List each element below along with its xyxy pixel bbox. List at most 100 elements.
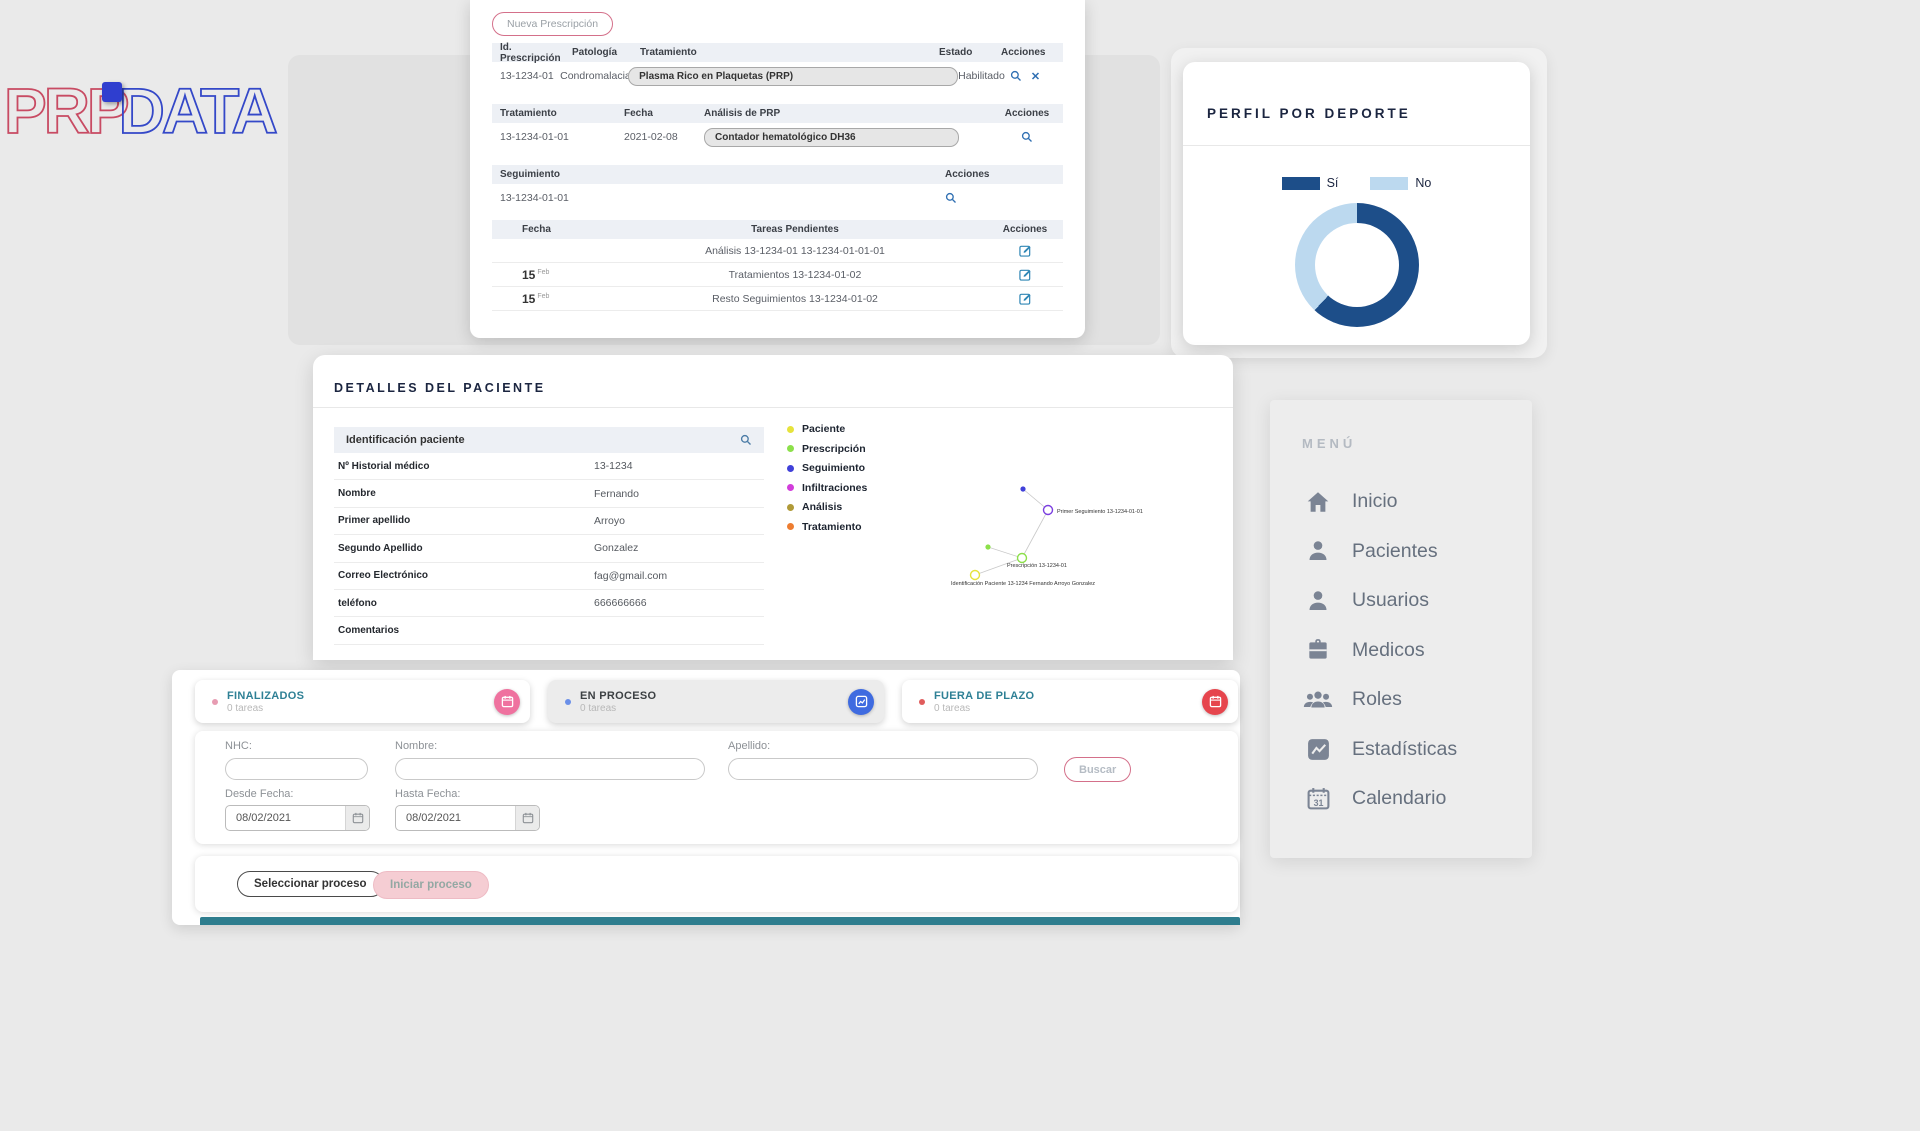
briefcase-icon (1302, 635, 1334, 665)
patient-fields: Identificación paciente Nº Historial méd… (334, 427, 764, 645)
divider (313, 407, 1233, 408)
calendar-icon[interactable] (345, 806, 369, 830)
status-count: 0 tareas (227, 702, 264, 714)
menu-item-roles[interactable]: Roles (1302, 675, 1532, 725)
col-header: Id. Prescripción (500, 41, 561, 64)
calendar-icon[interactable] (515, 806, 539, 830)
treatment-date: 2021-02-08 (624, 131, 678, 143)
menu-item-calendario[interactable]: 31 Calendario (1302, 774, 1532, 824)
donut-hole (1314, 223, 1399, 307)
edit-icon[interactable] (1018, 244, 1032, 257)
logo-data-text: DATA (118, 74, 279, 148)
chart-button[interactable] (848, 688, 874, 715)
calendar-day-number: 31 (1313, 798, 1323, 808)
status-dot (565, 698, 571, 705)
field-value: 13-1234 (594, 460, 633, 473)
field-value: Gonzalez (594, 542, 639, 555)
legend-item: Paciente (787, 423, 867, 435)
search-button[interactable]: Buscar (1064, 757, 1132, 782)
group-icon (1302, 685, 1334, 715)
start-process-button[interactable]: Iniciar proceso (373, 871, 489, 899)
nombre-input[interactable] (395, 758, 705, 780)
nombre-label: Nombre: (395, 740, 438, 752)
date-to-input[interactable] (396, 812, 515, 824)
divider (1183, 145, 1530, 146)
analysis-field[interactable]: Contador hematológico DH36 (704, 127, 959, 147)
person-icon (1302, 586, 1334, 616)
graph-label: Primer Seguimiento 13-1234-01-01 (1057, 509, 1143, 515)
status-title: EN PROCESO (580, 689, 657, 702)
select-process-button[interactable]: Seleccionar proceso (237, 871, 384, 897)
sport-profile-title: PERFIL POR DEPORTE (1207, 106, 1411, 121)
legend-dot (787, 503, 794, 511)
patient-id-header: Identificación paciente (334, 427, 764, 453)
prescription-table-header: Id. Prescripción Patología Tratamiento E… (492, 41, 1063, 64)
teal-footer-bar (200, 917, 1240, 925)
menu-item-label: Estadísticas (1352, 737, 1458, 760)
new-prescription-button[interactable]: Nueva Prescripción (492, 12, 614, 36)
field-value: 666666666 (594, 597, 647, 610)
followup-table-header: Seguimiento Acciones (492, 165, 1063, 184)
menu-item-label: Pacientes (1352, 539, 1438, 562)
menu-item-usuarios[interactable]: Usuarios (1302, 576, 1532, 626)
status-card-fuera-de-plazo[interactable]: FUERA DE PLAZO 0 tareas (902, 680, 1238, 723)
nhc-label: NHC: (225, 740, 252, 752)
col-header: Análisis de PRP (704, 108, 781, 119)
logo-square-icon (102, 82, 122, 102)
seguimiento-node[interactable] (1020, 486, 1026, 492)
patient-field-row: Segundo Apellido Gonzalez (334, 535, 764, 563)
field-label: Correo Electrónico (338, 570, 429, 582)
treatment-row: 13-1234-01-01 2021-02-08 Contador hemato… (492, 123, 1063, 151)
status-card-en-proceso[interactable]: EN PROCESO 0 tareas (548, 680, 884, 723)
nhc-input[interactable] (225, 758, 368, 780)
treatment-table-header: Tratamiento Fecha Análisis de PRP Accion… (492, 104, 1063, 123)
menu-item-label: Medicos (1352, 638, 1425, 661)
menu-item-medicos[interactable]: Medicos (1302, 626, 1532, 676)
calendar-button[interactable] (1202, 688, 1228, 715)
menu-item-label: Usuarios (1352, 589, 1429, 612)
legend-label: Prescripción (802, 442, 866, 455)
col-header: Estado (939, 47, 973, 58)
legend-item: Análisis (787, 501, 867, 513)
apellido-input[interactable] (728, 758, 1038, 780)
legend-dot (787, 484, 794, 491)
col-header: Fecha (522, 224, 551, 235)
edit-icon[interactable] (1018, 292, 1032, 305)
prescripcion-node[interactable] (985, 544, 991, 550)
app-logo: PRPDATA (3, 74, 304, 164)
delete-icon[interactable]: ✕ (1030, 70, 1041, 83)
task-search-form: NHC: Nombre: Apellido: Buscar Desde Fech… (195, 731, 1238, 844)
date-from-field[interactable] (225, 805, 370, 831)
edit-icon[interactable] (1018, 268, 1032, 281)
patient-details-panel: DETALLES DEL PACIENTE Identificación pac… (313, 355, 1233, 660)
col-header: Tratamiento (500, 108, 557, 119)
seguimiento-open-node[interactable] (1042, 504, 1054, 516)
status-count: 0 tareas (934, 702, 971, 714)
calendar-button[interactable] (494, 688, 520, 715)
search-icon[interactable] (945, 192, 957, 204)
search-icon[interactable] (740, 434, 752, 446)
legend-item: Prescripción (787, 443, 867, 455)
legend-label: Tratamiento (802, 520, 862, 533)
menu-item-inicio[interactable]: Inicio (1302, 477, 1532, 527)
date-from-input[interactable] (226, 812, 345, 824)
pathology-cell: Condromalacia (560, 70, 631, 82)
treatment-field[interactable]: Plasma Rico en Plaquetas (PRP) (628, 66, 959, 86)
patient-field-row: Correo Electrónico fag@gmail.com (334, 563, 764, 590)
menu-item-label: Calendario (1352, 787, 1447, 810)
status-card-finalizados[interactable]: FINALIZADOS 0 tareas (195, 680, 530, 723)
prescripcion-open-node[interactable] (1016, 552, 1028, 564)
search-icon[interactable] (1010, 70, 1022, 82)
search-icon[interactable] (1021, 131, 1033, 143)
legend-item: Infiltraciones (787, 482, 867, 494)
menu-item-pacientes[interactable]: Pacientes (1302, 527, 1532, 577)
spacer (492, 90, 1063, 104)
task-label: Resto Seguimientos 13-1234-01-02 (712, 292, 878, 305)
menu-item-estadisticas[interactable]: Estadísticas (1302, 725, 1532, 775)
task-month: Feb (537, 269, 550, 276)
date-to-field[interactable] (395, 805, 540, 831)
desde-fecha-label: Desde Fecha: (225, 788, 294, 800)
paciente-node[interactable] (969, 569, 981, 581)
col-header: Acciones (1002, 224, 1048, 235)
